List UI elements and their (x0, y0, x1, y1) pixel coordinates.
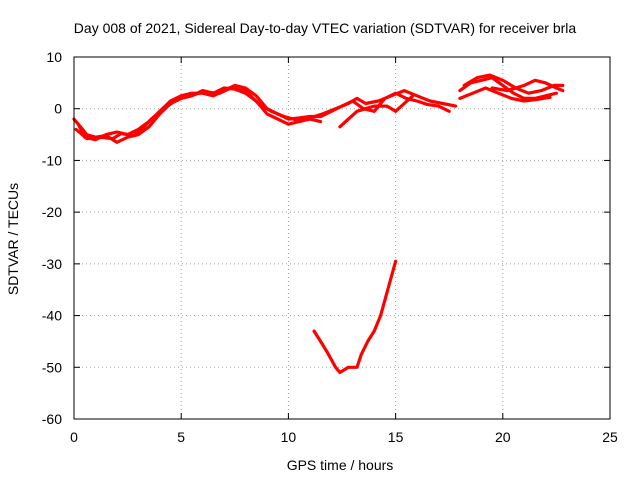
y-tick-label: -50 (42, 359, 62, 375)
series-line-track-7 (458, 86, 552, 103)
series-line-track-4 (338, 94, 415, 129)
plot-frame (73, 56, 611, 420)
x-tick-label: 0 (70, 429, 78, 445)
x-tick-label: 25 (602, 429, 618, 445)
x-tick-label: 5 (177, 429, 185, 445)
x-axis-label: GPS time / hours (287, 457, 394, 473)
chart-title: Day 008 of 2021, Sidereal Day-to-day VTE… (74, 20, 577, 36)
axis-ticks: 0 5 10 15 20 25 10 0 -10 -20 -30 -40 -50 -60 (42, 49, 618, 445)
y-tick-label: -30 (42, 256, 62, 272)
x-tick-label: 15 (388, 429, 404, 445)
series-line-track-8 (490, 78, 565, 93)
y-tick-label: -20 (42, 204, 62, 220)
y-tick-label: 0 (54, 101, 62, 117)
data-series (72, 73, 565, 375)
series-line-track-9 (312, 259, 398, 375)
y-tick-label: -40 (42, 308, 62, 324)
y-tick-label: 10 (46, 49, 62, 65)
y-axis-label: SDTVAR / TECUs (5, 183, 21, 295)
series-line-track-3 (74, 85, 458, 141)
x-tick-label: 10 (281, 429, 297, 445)
x-tick-label: 20 (495, 429, 511, 445)
grid-lines (74, 57, 610, 419)
y-tick-label: -60 (42, 411, 62, 427)
y-tick-label: -10 (42, 152, 62, 168)
